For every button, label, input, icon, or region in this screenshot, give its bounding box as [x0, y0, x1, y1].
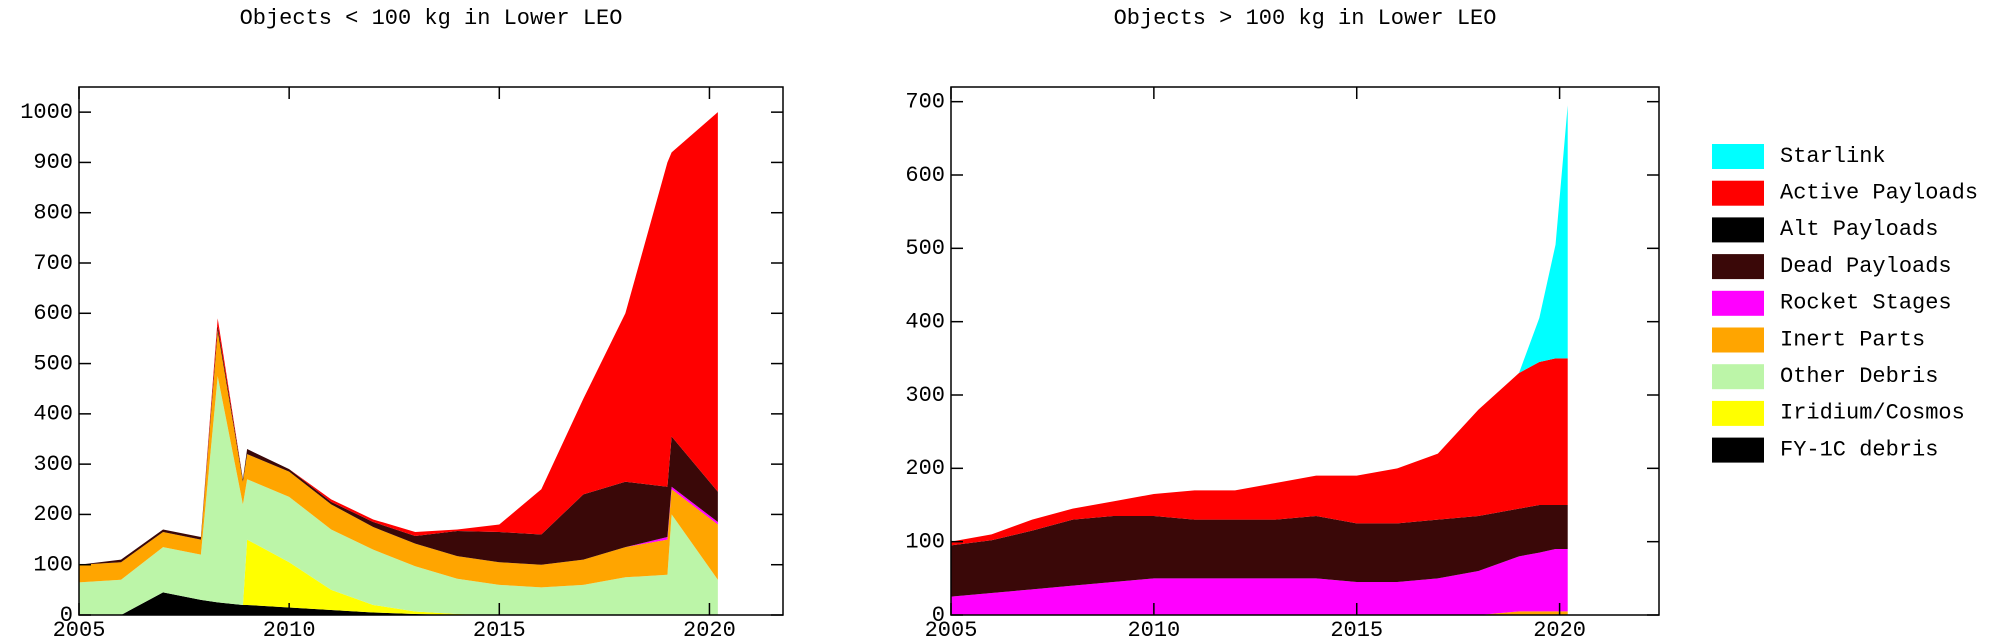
x-tick-label: 2005	[53, 618, 106, 643]
legend-swatch	[1712, 364, 1764, 390]
area	[951, 549, 1568, 615]
legend-swatch	[1712, 254, 1764, 280]
legend-label: FY-1C debris	[1780, 437, 1938, 462]
legend-label: Dead Payloads	[1780, 254, 1952, 279]
y-tick-label: 1000	[20, 100, 73, 125]
y-tick-label: 400	[33, 402, 73, 427]
y-tick-label: 300	[33, 452, 73, 477]
plot-frame	[78, 86, 784, 616]
legend-swatch	[1712, 144, 1764, 169]
y-tick-label: 200	[33, 502, 73, 527]
y-tick-label: 900	[33, 150, 73, 175]
y-tick-label: 600	[33, 301, 73, 326]
chart-title: Objects < 100 kg in Lower LEO	[240, 6, 623, 31]
legend-swatch	[1712, 290, 1764, 316]
legend-swatch	[1712, 327, 1764, 353]
legend-swatch	[1712, 437, 1764, 463]
legend-swatch	[1712, 217, 1764, 243]
y-tick-label: 0	[932, 603, 945, 628]
area	[79, 330, 718, 565]
y-tick-label: 0	[60, 603, 73, 628]
legend-label: Active Payloads	[1780, 181, 1978, 206]
legend-swatch	[1712, 180, 1764, 206]
y-tick-label: 600	[905, 163, 945, 188]
area	[951, 505, 1568, 597]
x-tick-label: 2020	[1533, 618, 1586, 643]
y-tick-label: 400	[905, 309, 945, 334]
legend-label: Starlink	[1780, 144, 1886, 169]
y-tick-label: 700	[905, 89, 945, 114]
y-tick-label: 100	[33, 553, 73, 578]
area	[951, 358, 1568, 546]
legend-label: Iridium/Cosmos	[1780, 401, 1965, 426]
legend-swatch	[1712, 400, 1764, 426]
y-tick-label: 700	[33, 251, 73, 276]
x-tick-label: 2010	[1127, 618, 1180, 643]
plot-frame	[950, 86, 1660, 616]
x-tick-label: 2015	[473, 618, 526, 643]
y-tick-label: 500	[905, 236, 945, 261]
legend-label: Inert Parts	[1780, 327, 1925, 352]
area	[79, 376, 718, 615]
y-tick-label: 800	[33, 201, 73, 226]
x-tick-label: 2010	[263, 618, 316, 643]
x-tick-label: 2005	[925, 618, 978, 643]
y-tick-label: 300	[905, 383, 945, 408]
chart-title: Objects > 100 kg in Lower LEO	[1114, 6, 1497, 31]
x-tick-label: 2015	[1330, 618, 1383, 643]
legend-label: Rocket Stages	[1780, 291, 1952, 316]
legend-label: Other Debris	[1780, 364, 1938, 389]
y-tick-label: 500	[33, 351, 73, 376]
legend-label: Alt Payloads	[1780, 217, 1938, 242]
y-tick-label: 200	[905, 456, 945, 481]
y-tick-label: 100	[905, 529, 945, 554]
area	[79, 330, 718, 588]
x-tick-label: 2020	[683, 618, 736, 643]
area	[79, 592, 718, 615]
